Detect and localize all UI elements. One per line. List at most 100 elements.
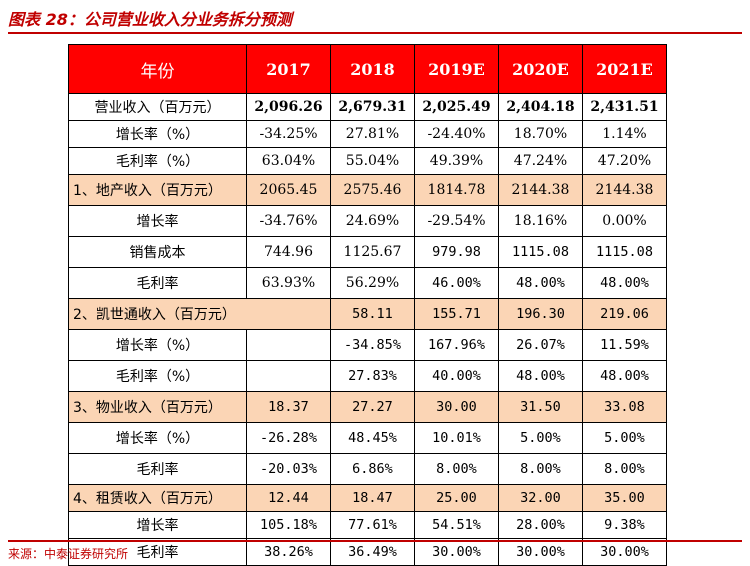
row-label: 营业收入（百万元）: [68, 93, 247, 121]
table-cell: 5.00%: [582, 422, 667, 454]
table-cell: 58.11: [330, 298, 415, 330]
header-2021e: 2021E: [582, 44, 667, 94]
table-cell: 105.18%: [246, 511, 331, 539]
row-label: 增长率: [68, 205, 247, 237]
table-cell: 11.59%: [582, 329, 667, 361]
table-row: 销售成本 744.96 1125.67 979.98 1115.08 1115.…: [68, 236, 667, 268]
row-label: 毛利率: [68, 267, 247, 299]
table-cell: -26.28%: [246, 422, 331, 454]
table-cell: 31.50: [498, 391, 583, 423]
header-2017: 2017: [246, 44, 331, 94]
table-cell: 2,404.18: [498, 93, 583, 121]
row-label: 增长率（%）: [68, 422, 247, 454]
table-cell: 63.93%: [246, 267, 331, 299]
table-row: 增长率（%） -26.28% 48.45% 10.01% 5.00% 5.00%: [68, 422, 667, 454]
header-year: 年份: [68, 44, 247, 94]
row-label: 增长率（%）: [68, 120, 247, 148]
table-cell: 48.00%: [498, 267, 583, 299]
table-cell: 30.00%: [498, 538, 583, 566]
table-cell: 77.61%: [330, 511, 415, 539]
table-cell: -34.85%: [330, 329, 415, 361]
figure-title: 图表 28：公司营业收入分业务拆分预测: [8, 10, 292, 29]
table-row-segment: 4、租赁收入（百万元） 12.44 18.47 25.00 32.00 35.0…: [68, 484, 667, 512]
table-cell: 2144.38: [498, 174, 583, 206]
table-cell: 1125.67: [330, 236, 415, 268]
table-cell: 2065.45: [246, 174, 331, 206]
table-cell: 2,431.51: [582, 93, 667, 121]
table-row: 营业收入（百万元） 2,096.26 2,679.31 2,025.49 2,4…: [68, 93, 667, 121]
table-cell: 32.00: [498, 484, 583, 512]
header-2019e: 2019E: [414, 44, 499, 94]
table-cell: 56.29%: [330, 267, 415, 299]
table-cell: 48.00%: [498, 360, 583, 392]
table-row-segment: 1、地产收入（百万元） 2065.45 2575.46 1814.78 2144…: [68, 174, 667, 206]
table-cell: 40.00%: [414, 360, 499, 392]
table-row: 毛利率（%） 63.04% 55.04% 49.39% 47.24% 47.20…: [68, 147, 667, 175]
table-cell: 38.26%: [246, 538, 331, 566]
table-cell: 155.71: [414, 298, 499, 330]
table-cell: 1.14%: [582, 120, 667, 148]
table-cell: 48.00%: [582, 360, 667, 392]
table-row: 增长率 -34.76% 24.69% -29.54% 18.16% 0.00%: [68, 205, 667, 237]
table-cell: 35.00: [582, 484, 667, 512]
table-cell: -29.54%: [414, 205, 499, 237]
table-cell: 49.39%: [414, 147, 499, 175]
table-cell: 54.51%: [414, 511, 499, 539]
table-cell: -34.25%: [246, 120, 331, 148]
header-2018: 2018: [330, 44, 415, 94]
table-cell: 27.81%: [330, 120, 415, 148]
table-cell: 1814.78: [414, 174, 499, 206]
source-note: 来源：中泰证券研究所: [8, 547, 129, 561]
table-cell: 47.20%: [582, 147, 667, 175]
table-cell: 25.00: [414, 484, 499, 512]
segment-label: 4、租赁收入（百万元）: [68, 484, 247, 512]
table-cell: -24.40%: [414, 120, 499, 148]
table-cell: 10.01%: [414, 422, 499, 454]
row-label: 增长率（%）: [68, 329, 247, 361]
table-cell: 30.00%: [582, 538, 667, 566]
table-cell: 27.83%: [330, 360, 415, 392]
header-2020e: 2020E: [498, 44, 583, 94]
table-cell: 979.98: [414, 236, 499, 268]
table-cell: 9.38%: [582, 511, 667, 539]
table-cell: 24.69%: [330, 205, 415, 237]
table-cell: 30.00: [414, 391, 499, 423]
table-cell: 2,025.49: [414, 93, 499, 121]
segment-label: 1、地产收入（百万元）: [68, 174, 247, 206]
table-cell: -20.03%: [246, 453, 331, 485]
row-label: 增长率: [68, 511, 247, 539]
table-cell: [246, 329, 331, 361]
table-cell: 18.70%: [498, 120, 583, 148]
table-cell: 8.00%: [582, 453, 667, 485]
row-label: 毛利率（%）: [68, 360, 247, 392]
row-label: 毛利率: [68, 453, 247, 485]
table-row-segment: 2、凯世通收入（百万元） 58.11 155.71 196.30 219.06: [68, 298, 667, 330]
row-label: 毛利率（%）: [68, 147, 247, 175]
table-cell: 47.24%: [498, 147, 583, 175]
table-cell: 36.49%: [330, 538, 415, 566]
header-row: 年份 2017 2018 2019E 2020E 2021E: [68, 44, 667, 94]
table-row: 毛利率 63.93% 56.29% 46.00% 48.00% 48.00%: [68, 267, 667, 299]
table-cell: 8.00%: [498, 453, 583, 485]
table-cell: 1115.08: [582, 236, 667, 268]
table-cell: 30.00%: [414, 538, 499, 566]
footer-divider: [8, 540, 742, 542]
table-cell: 5.00%: [498, 422, 583, 454]
table-cell: 6.86%: [330, 453, 415, 485]
table-cell: 8.00%: [414, 453, 499, 485]
table-cell: 48.00%: [582, 267, 667, 299]
table-cell: -34.76%: [246, 205, 331, 237]
table-cell: 26.07%: [498, 329, 583, 361]
table-cell: 27.27: [330, 391, 415, 423]
table-row: 增长率（%） -34.25% 27.81% -24.40% 18.70% 1.1…: [68, 120, 667, 148]
table-cell: 48.45%: [330, 422, 415, 454]
table-cell: 55.04%: [330, 147, 415, 175]
table-cell: 2144.38: [582, 174, 667, 206]
table-cell: 2,679.31: [330, 93, 415, 121]
table-cell: 18.16%: [498, 205, 583, 237]
table-cell: 2,096.26: [246, 93, 331, 121]
table-cell: 0.00%: [582, 205, 667, 237]
row-label: 毛利率: [68, 538, 247, 566]
table-row: 毛利率 -20.03% 6.86% 8.00% 8.00% 8.00%: [68, 453, 667, 485]
table-cell: 63.04%: [246, 147, 331, 175]
